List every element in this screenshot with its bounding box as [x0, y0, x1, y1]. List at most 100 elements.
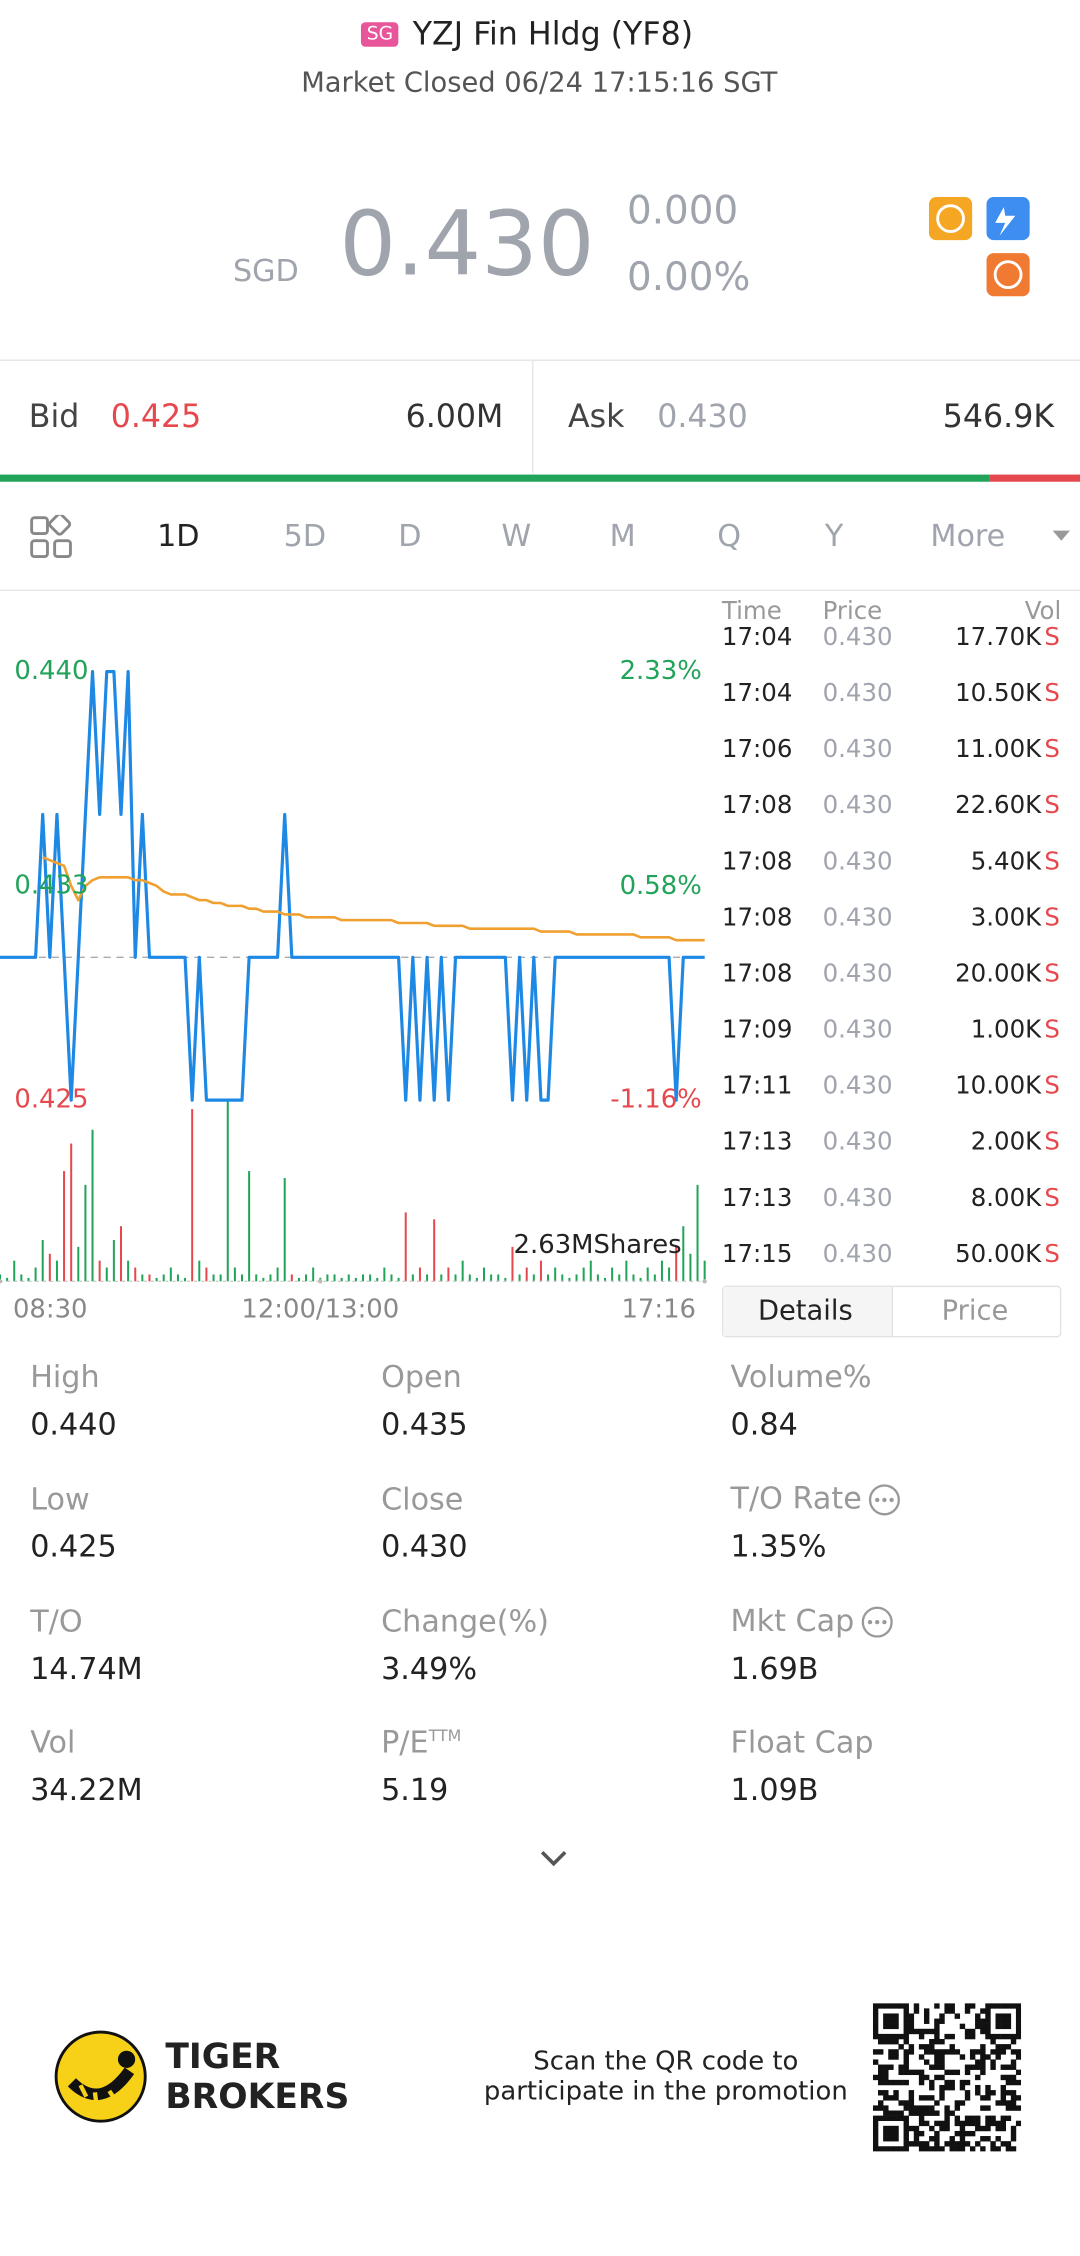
qr-cell — [934, 2028, 940, 2035]
detail-tab[interactable]: Price — [941, 1294, 1009, 1327]
qr-cell — [959, 2023, 966, 2030]
qr-cell — [908, 2125, 915, 2132]
qr-cell — [929, 2105, 935, 2111]
qr-cell — [1010, 2146, 1017, 2152]
tiger-logo — [54, 2030, 147, 2123]
stat-label: Close — [381, 1481, 464, 1517]
trade-time: 17:09 — [721, 1016, 793, 1045]
qr-cell — [1005, 2013, 1012, 2019]
stat-label-sup: TTM — [428, 1726, 462, 1746]
qr-cell — [985, 2115, 991, 2122]
period-tab[interactable]: More — [930, 518, 1006, 553]
qr-cell — [1010, 2064, 1017, 2070]
qr-cell — [888, 2018, 894, 2024]
tab-active-bg — [723, 1287, 892, 1336]
trade-volume: 20.00K — [955, 959, 1042, 989]
qr-cell — [959, 2100, 966, 2106]
divider — [532, 360, 534, 474]
volume-bar — [646, 1267, 649, 1282]
divider — [0, 359, 1080, 361]
y-tick-label: 0.433 — [14, 870, 88, 900]
qr-cell — [903, 2038, 909, 2045]
qr-cell — [888, 2003, 894, 2009]
qr-cell — [1000, 2023, 1007, 2030]
ask-label: Ask — [568, 399, 625, 436]
volume-bar — [575, 1274, 578, 1282]
volume-bar — [233, 1267, 236, 1282]
qr-cell — [939, 2084, 945, 2091]
period-tab[interactable]: D — [398, 518, 422, 553]
period-tab[interactable]: 5D — [283, 518, 327, 553]
trade-side: S — [1044, 903, 1060, 933]
volume-bar — [426, 1274, 429, 1282]
qr-cell — [923, 2141, 930, 2147]
qr-cell — [888, 2023, 894, 2030]
volume-bar — [290, 1274, 293, 1282]
volume-bar — [404, 1212, 407, 1282]
layout-icon[interactable] — [29, 514, 75, 561]
volume-bar — [333, 1274, 336, 1282]
volume-bar — [653, 1274, 656, 1282]
volume-bar — [561, 1274, 564, 1282]
qr-cell — [918, 2146, 925, 2152]
period-tab[interactable]: W — [501, 518, 532, 553]
x-tick — [0, 1279, 3, 1284]
qr-cell — [903, 2146, 909, 2152]
qr-cell — [975, 2064, 981, 2070]
trade-time: 17:04 — [721, 623, 793, 653]
volume-bar — [511, 1246, 514, 1282]
trade-time: 17:08 — [721, 847, 793, 877]
trade-side: S — [1044, 1072, 1060, 1101]
volume-bar — [483, 1267, 486, 1282]
qr-cell — [878, 2105, 884, 2111]
volume-bar — [418, 1267, 421, 1282]
period-tab[interactable]: 1D — [157, 518, 200, 553]
period-tab[interactable]: M — [609, 518, 636, 553]
stat-value: 34.22M — [30, 1772, 143, 1807]
trade-time: 17:15 — [721, 1240, 793, 1270]
period-tab[interactable]: Y — [824, 518, 844, 553]
detail-tab[interactable]: Details — [757, 1294, 853, 1327]
volume-bar — [696, 1184, 699, 1282]
qr-cell — [929, 2049, 935, 2055]
qr-cell — [918, 2028, 925, 2035]
period-tab[interactable]: Q — [717, 518, 741, 553]
qr-cell — [944, 2115, 950, 2122]
qr-cell — [903, 2120, 909, 2127]
qr-cell — [923, 2105, 930, 2111]
qr-cell — [878, 2146, 884, 2152]
qr-cell — [883, 2013, 889, 2019]
qr-cell — [888, 2136, 894, 2142]
qr-cell — [898, 2115, 904, 2122]
volume-bar — [532, 1274, 535, 1282]
qr-cell — [969, 2049, 976, 2055]
qr-cell — [903, 2105, 909, 2111]
volume-bar — [703, 1260, 706, 1282]
trade-volume: 10.00K — [955, 1072, 1042, 1101]
ask-price: 0.430 — [657, 399, 748, 436]
qr-cell — [903, 2008, 909, 2014]
volume-bar — [63, 1171, 66, 1282]
expand-chevron[interactable] — [535, 1844, 572, 1873]
qr-cell — [944, 2125, 950, 2132]
qr-cell — [954, 2100, 961, 2106]
qr-cell — [878, 2079, 884, 2086]
qr-cell — [1015, 2105, 1022, 2111]
qr-cell — [1005, 2141, 1012, 2147]
qr-cell — [954, 2146, 961, 2152]
info-icon[interactable] — [860, 1605, 895, 1640]
qr-cell — [918, 2141, 925, 2147]
stat-label: Low — [30, 1481, 90, 1517]
qr-cell — [954, 2141, 961, 2147]
brand: TIGER — [165, 2036, 281, 2077]
info-icon[interactable] — [868, 1483, 903, 1518]
qr-cell — [995, 2023, 1001, 2030]
qr-cell — [888, 2110, 894, 2116]
intraday-chart: 2.63MShares 0.440 0.433 0.425 2.33% 0.58% -1.1… — [0, 656, 707, 1325]
qr-cell — [990, 2049, 996, 2055]
volume-bar — [312, 1267, 315, 1282]
qr-cell — [990, 2003, 996, 2009]
x-tick-label: 12:00/13:00 — [241, 1295, 399, 1325]
volume-bar — [369, 1274, 372, 1282]
column-header: Time — [721, 597, 782, 627]
